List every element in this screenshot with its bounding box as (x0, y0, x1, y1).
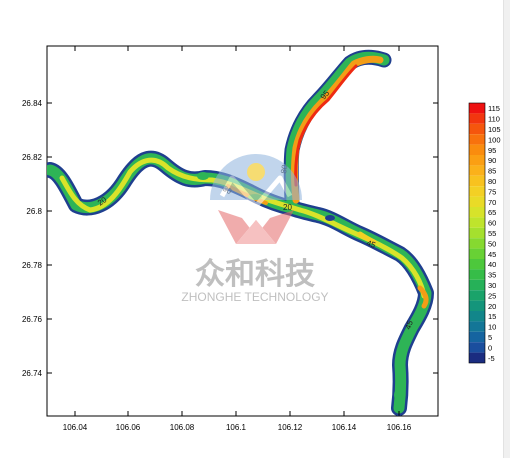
x-tick-label: 106.1 (226, 423, 247, 432)
legend-label: 35 (488, 271, 496, 280)
legend-swatch (469, 155, 485, 166)
legend-label: 50 (488, 239, 496, 248)
legend-swatch (469, 279, 485, 291)
legend-label: 20 (488, 302, 496, 311)
legend-swatch (469, 331, 485, 343)
legend-label: 0 (488, 343, 492, 352)
legend-swatch (469, 123, 485, 135)
legend-swatch (469, 342, 485, 353)
contour-label: 45 (403, 319, 415, 331)
x-tick-label: 106.16 (387, 423, 412, 432)
x-tick-label: 106.12 (278, 423, 303, 432)
legend-swatch (469, 196, 485, 207)
legend-label: 105 (488, 125, 501, 134)
legend-label: 30 (488, 281, 496, 290)
legend-swatch (469, 227, 485, 239)
company-logo (210, 154, 302, 244)
legend-swatch (469, 165, 485, 176)
y-axis: 26.84 26.82 26.8 26.78 26.76 26.74 (22, 99, 438, 378)
legend-swatch (469, 300, 485, 311)
legend-swatch (469, 259, 485, 270)
watermark-en: ZHONGHE TECHNOLOGY (181, 290, 328, 304)
y-tick-label: 26.8 (26, 207, 42, 216)
x-tick-label: 106.14 (332, 423, 357, 432)
legend-swatch (469, 207, 485, 218)
legend-swatch (469, 217, 485, 228)
legend-border (468, 102, 486, 364)
watermark-cn: 众和科技 (195, 258, 315, 291)
legend-label: 95 (488, 146, 496, 155)
scrollbar[interactable] (503, 0, 510, 458)
legend-label: 75 (488, 187, 496, 196)
y-tick-label: 26.74 (22, 369, 43, 378)
y-tick-label: 26.82 (22, 153, 43, 162)
legend-label: 90 (488, 156, 496, 165)
contour-label: 20 (283, 203, 292, 212)
legend-swatch (469, 290, 485, 301)
legend-label: -5 (488, 354, 495, 363)
watermark: 众和科技 ZHONGHE TECHNOLOGY (181, 154, 329, 304)
legend-swatch (469, 311, 485, 322)
legend-label: 25 (488, 291, 496, 300)
legend-label: 85 (488, 167, 496, 176)
legend-label: 110 (488, 115, 500, 124)
legend-swatch (469, 248, 485, 259)
legend-label: 60 (488, 219, 496, 228)
legend-label: 55 (488, 229, 496, 238)
x-tick-label: 106.04 (63, 423, 88, 432)
x-axis: 106.04 106.06 106.08 106.1 106.12 106.14 106.1… (63, 46, 412, 432)
y-tick-label: 26.78 (22, 261, 43, 270)
legend-swatch (469, 134, 485, 145)
legend-label: 40 (488, 260, 496, 269)
x-tick-label: 106.08 (170, 423, 195, 432)
legend-label: 5 (488, 333, 492, 342)
legend-label: 15 (488, 312, 496, 321)
legend-swatch (469, 113, 485, 124)
y-tick-label: 26.76 (22, 315, 43, 324)
legend-swatch (469, 269, 485, 280)
legend-swatch (469, 186, 485, 197)
legend-label: 80 (488, 177, 496, 186)
legend-label: 70 (488, 198, 496, 207)
legend-swatch (469, 352, 485, 363)
legend-label: 45 (488, 250, 496, 259)
legend-label: 115 (488, 104, 500, 113)
legend-label: 65 (488, 208, 496, 217)
legend-swatch (469, 321, 485, 332)
x-tick-label: 106.06 (116, 423, 141, 432)
depth-legend: 1151101051009590858075706560555045403530… (468, 102, 501, 364)
legend-swatch (469, 144, 485, 155)
legend-label: 100 (488, 135, 501, 144)
legend-label: 10 (488, 323, 496, 332)
y-tick-label: 26.84 (22, 99, 43, 108)
contour-label: 45 (365, 238, 377, 250)
legend-swatch (469, 103, 485, 114)
legend-swatch (469, 175, 485, 187)
legend-swatch (469, 238, 485, 249)
